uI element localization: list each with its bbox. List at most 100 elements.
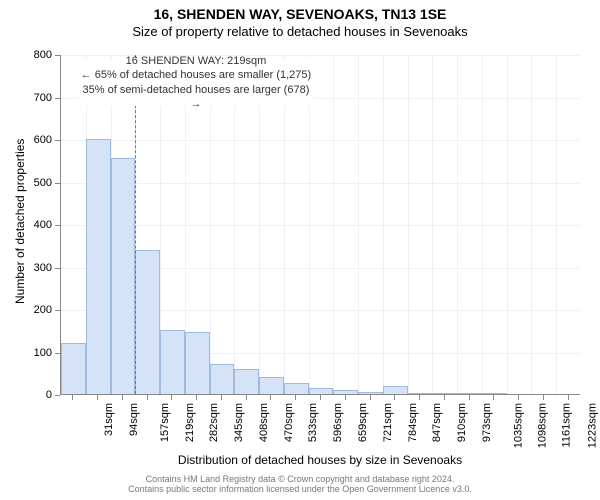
xtick-mark xyxy=(97,395,98,400)
gridline-h xyxy=(61,140,580,141)
xtick-label: 910sqm xyxy=(456,403,468,442)
ytick-mark xyxy=(55,55,60,56)
gridline-v xyxy=(408,55,409,394)
ytick-label: 800 xyxy=(0,49,52,61)
histogram-bar xyxy=(358,392,383,394)
gridline-v xyxy=(482,55,483,394)
xtick-mark xyxy=(543,395,544,400)
gridline-v xyxy=(556,55,557,394)
gridline-v xyxy=(358,55,359,394)
xtick-label: 1098sqm xyxy=(537,403,549,448)
footer-line-2: Contains public sector information licen… xyxy=(0,484,600,494)
ytick-mark xyxy=(55,98,60,99)
histogram-bar xyxy=(482,393,507,394)
xtick-mark xyxy=(72,395,73,400)
histogram-bar xyxy=(284,383,309,394)
ytick-mark xyxy=(55,140,60,141)
annotation-line-3: 35% of semi-detached houses are larger (… xyxy=(78,83,313,112)
ytick-label: 0 xyxy=(0,389,52,401)
xtick-mark xyxy=(419,395,420,400)
gridline-v xyxy=(432,55,433,394)
histogram-bar xyxy=(457,393,482,394)
xtick-mark xyxy=(171,395,172,400)
xtick-mark xyxy=(469,395,470,400)
histogram-bar xyxy=(333,390,358,394)
histogram-bar xyxy=(86,139,111,394)
ytick-label: 300 xyxy=(0,262,52,274)
page-subtitle: Size of property relative to detached ho… xyxy=(0,22,600,39)
xtick-label: 1223sqm xyxy=(586,403,598,448)
gridline-v xyxy=(531,55,532,394)
xtick-mark xyxy=(295,395,296,400)
ytick-mark xyxy=(55,268,60,269)
histogram-bar xyxy=(432,393,457,394)
histogram-bar xyxy=(408,393,433,394)
ytick-label: 200 xyxy=(0,304,52,316)
ytick-label: 700 xyxy=(0,92,52,104)
annotation-box: 16 SHENDEN WAY: 219sqm← 65% of detached … xyxy=(78,59,313,106)
xtick-mark xyxy=(196,395,197,400)
xtick-mark xyxy=(320,395,321,400)
xtick-mark xyxy=(270,395,271,400)
ytick-mark xyxy=(55,225,60,226)
ytick-label: 500 xyxy=(0,177,52,189)
histogram-bar xyxy=(259,377,284,394)
ytick-mark xyxy=(55,310,60,311)
xtick-label: 533sqm xyxy=(308,403,320,442)
ytick-mark xyxy=(55,395,60,396)
page-title: 16, SHENDEN WAY, SEVENOAKS, TN13 1SE xyxy=(0,0,600,22)
x-axis-label: Distribution of detached houses by size … xyxy=(60,453,580,467)
gridline-v xyxy=(333,55,334,394)
histogram-bar xyxy=(210,364,235,394)
histogram-bar xyxy=(111,158,136,394)
histogram-bar xyxy=(185,332,210,394)
xtick-mark xyxy=(122,395,123,400)
footer-line-1: Contains HM Land Registry data © Crown c… xyxy=(0,474,600,484)
annotation-line-2: ← 65% of detached houses are smaller (1,… xyxy=(78,68,313,82)
xtick-label: 721sqm xyxy=(382,403,394,442)
histogram-bar xyxy=(135,250,160,395)
histogram-bar xyxy=(309,388,334,394)
xtick-label: 282sqm xyxy=(209,403,221,442)
histogram-plot: 16 SHENDEN WAY: 219sqm← 65% of detached … xyxy=(60,55,580,395)
xtick-label: 345sqm xyxy=(233,403,245,442)
xtick-mark xyxy=(345,395,346,400)
attribution-footer: Contains HM Land Registry data © Crown c… xyxy=(0,474,600,494)
histogram-bar xyxy=(234,369,259,395)
gridline-v xyxy=(457,55,458,394)
xtick-mark xyxy=(147,395,148,400)
gridline-v xyxy=(383,55,384,394)
xtick-mark xyxy=(493,395,494,400)
histogram-bar xyxy=(383,386,408,395)
xtick-label: 596sqm xyxy=(332,403,344,442)
xtick-mark xyxy=(370,395,371,400)
xtick-mark xyxy=(518,395,519,400)
gridline-h xyxy=(61,183,580,184)
ytick-label: 400 xyxy=(0,219,52,231)
xtick-label: 408sqm xyxy=(258,403,270,442)
histogram-bar xyxy=(160,330,185,394)
xtick-label: 847sqm xyxy=(431,403,443,442)
xtick-label: 659sqm xyxy=(357,403,369,442)
xtick-label: 219sqm xyxy=(184,403,196,442)
gridline-v xyxy=(507,55,508,394)
xtick-mark xyxy=(444,395,445,400)
xtick-label: 31sqm xyxy=(103,403,115,436)
annotation-line-1: 16 SHENDEN WAY: 219sqm xyxy=(78,54,313,68)
xtick-label: 1035sqm xyxy=(512,403,524,448)
xtick-mark xyxy=(394,395,395,400)
chart-container: 16, SHENDEN WAY, SEVENOAKS, TN13 1SE Siz… xyxy=(0,0,600,500)
ytick-mark xyxy=(55,353,60,354)
xtick-label: 157sqm xyxy=(159,403,171,442)
xtick-mark xyxy=(221,395,222,400)
ytick-label: 100 xyxy=(0,347,52,359)
xtick-label: 94sqm xyxy=(128,403,140,436)
histogram-bar xyxy=(61,343,86,394)
xtick-mark xyxy=(568,395,569,400)
xtick-label: 973sqm xyxy=(481,403,493,442)
xtick-label: 784sqm xyxy=(407,403,419,442)
xtick-label: 470sqm xyxy=(283,403,295,442)
xtick-label: 1161sqm xyxy=(561,403,573,447)
xtick-mark xyxy=(246,395,247,400)
gridline-h xyxy=(61,225,580,226)
